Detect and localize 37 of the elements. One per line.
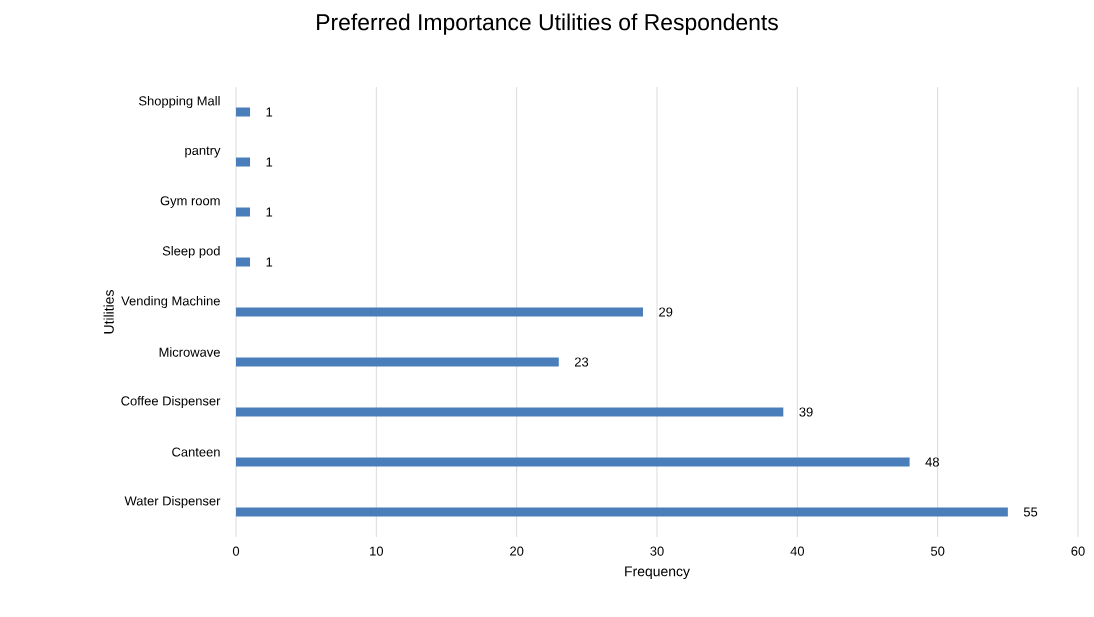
data-label: 1: [266, 207, 273, 217]
data-label: 1: [266, 157, 273, 167]
x-tick-label: 20: [510, 546, 524, 556]
y-tick-label: Vending Machine: [121, 295, 220, 309]
y-tick-label: pantry: [185, 146, 221, 158]
bar: [236, 357, 559, 367]
y-axis-title: Utilities: [103, 290, 114, 334]
y-tick-label: Shopping Mall: [139, 95, 220, 109]
bar: [236, 107, 251, 117]
data-label: 29: [659, 307, 673, 317]
bar: [236, 157, 251, 167]
y-tick-label: Gym room: [160, 196, 220, 208]
bar: [236, 457, 910, 467]
x-tick-label: 0: [232, 546, 240, 556]
bar: [236, 507, 1008, 517]
y-tick-label: Canteen: [172, 447, 220, 457]
y-tick-label: Microwave: [159, 347, 220, 357]
data-label: 55: [1023, 507, 1038, 517]
bar: [236, 257, 251, 267]
data-label: 1: [266, 107, 273, 117]
bar: [236, 407, 784, 417]
x-tick-label: 60: [1071, 546, 1085, 556]
x-tick-label: 30: [650, 546, 664, 556]
data-label: 1: [266, 257, 273, 267]
x-tick-label: 50: [930, 546, 945, 556]
y-tick-label: Coffee Dispenser: [121, 395, 221, 409]
bar: [236, 207, 251, 217]
chart-title: Preferred Importance Utilities of Respondents: [317, 13, 778, 35]
x-tick-label: 40: [790, 546, 805, 556]
x-axis-title: Frequency: [625, 566, 690, 580]
x-tick-label: 10: [370, 546, 384, 556]
data-label: 23: [574, 357, 589, 367]
bar: [236, 307, 643, 317]
data-label: 48: [925, 457, 939, 467]
y-tick-label: Sleep pod: [162, 245, 220, 259]
data-label: 39: [799, 407, 813, 417]
y-tick-label: Water Dispenser: [124, 495, 221, 509]
